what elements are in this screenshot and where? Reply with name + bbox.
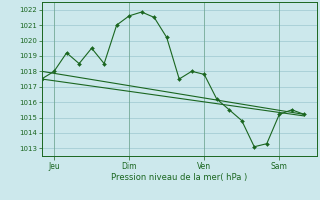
X-axis label: Pression niveau de la mer( hPa ): Pression niveau de la mer( hPa )	[111, 173, 247, 182]
